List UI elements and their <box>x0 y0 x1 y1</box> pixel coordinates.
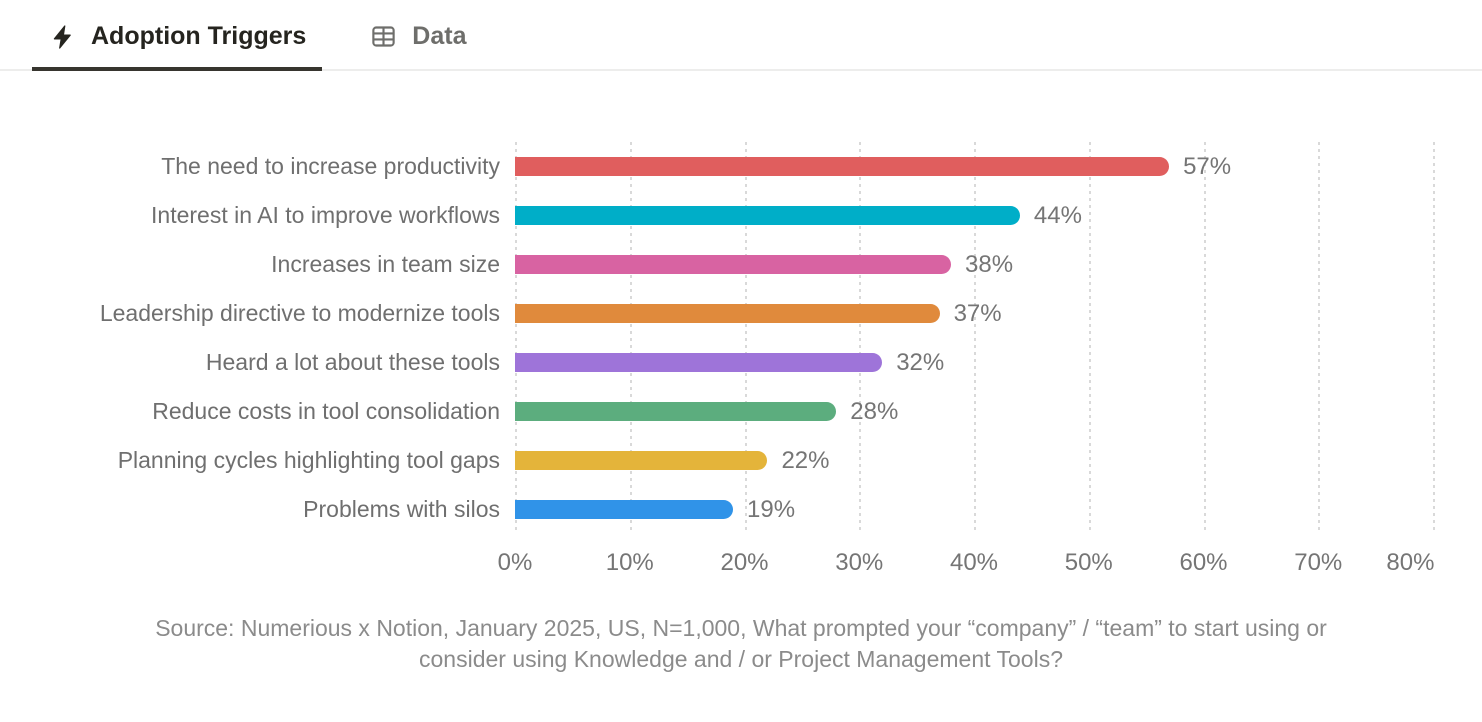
tab-label: Data <box>412 22 467 50</box>
gridline <box>744 142 747 534</box>
x-tick-label: 70% <box>1294 549 1343 576</box>
bar <box>515 304 940 323</box>
tab-bar: Adoption Triggers Data <box>0 0 1482 71</box>
table-icon <box>370 23 397 50</box>
gridline <box>629 142 632 534</box>
value-label: 37% <box>953 299 1002 327</box>
chart-row: Reduce costs in tool consolidation 28% <box>0 387 1482 436</box>
category-label: The need to increase productivity <box>161 153 500 179</box>
category-label: Reduce costs in tool consolidation <box>152 398 500 424</box>
gridline <box>1088 142 1091 534</box>
chart-row: Planning cycles highlighting tool gaps 2… <box>0 436 1482 485</box>
x-tick-label: 50% <box>1064 549 1113 576</box>
page: Adoption Triggers Data <box>0 0 1482 675</box>
chart-rows: The need to increase productivity 57% In… <box>0 142 1482 534</box>
gridline <box>974 142 976 534</box>
bar <box>515 255 952 274</box>
tab-adoption-triggers[interactable]: Adoption Triggers <box>32 0 323 71</box>
lightning-bolt-icon <box>50 24 76 50</box>
x-tick-label: 30% <box>835 549 884 576</box>
x-tick-label: 10% <box>605 549 654 576</box>
category-label: Heard a lot about these tools <box>205 349 500 375</box>
value-label: 57% <box>1183 152 1232 180</box>
gridline <box>1318 142 1321 534</box>
chart-row: The need to increase productivity 57% <box>0 142 1482 191</box>
gridline <box>859 142 862 534</box>
bar <box>515 500 734 519</box>
value-label: 22% <box>781 446 830 474</box>
x-tick-label: 40% <box>949 549 999 576</box>
x-tick-label: 80% <box>1386 549 1435 576</box>
category-label: Planning cycles highlighting tool gaps <box>117 447 500 473</box>
category-label: Leadership directive to modernize tools <box>99 300 500 326</box>
chart-row: Heard a lot about these tools 32% <box>0 338 1482 387</box>
x-tick-label: 20% <box>720 549 769 576</box>
source-line-2: consider using Knowledge and / or Projec… <box>419 646 1063 672</box>
category-label: Interest in AI to improve workflows <box>151 202 500 228</box>
bar <box>515 402 837 421</box>
bar <box>515 206 1020 225</box>
category-label: Increases in team size <box>271 251 500 277</box>
bar-chart: The need to increase productivity 57% In… <box>0 142 1482 579</box>
x-tick-label: 60% <box>1179 549 1228 576</box>
chart-row: Interest in AI to improve workflows 44% <box>0 191 1482 240</box>
source-line-1: Source: Numerious x Notion, January 2025… <box>155 615 1327 641</box>
x-axis: 0% 10% 20% 30% 40% 50% 60% 70% 80% <box>498 549 1435 579</box>
value-label: 28% <box>850 397 899 425</box>
chart-grid <box>515 142 1435 534</box>
bar <box>515 157 1170 176</box>
bar <box>515 353 883 372</box>
chart-row: Increases in team size 38% <box>0 240 1482 289</box>
category-label: Problems with silos <box>303 496 500 522</box>
gridline <box>1203 142 1206 534</box>
value-label: 19% <box>747 495 796 523</box>
gridline <box>515 142 517 534</box>
chart-row: Problems with silos 19% <box>0 485 1482 534</box>
value-label: 44% <box>1033 201 1082 229</box>
value-label: 32% <box>896 348 945 376</box>
chart-row: Leadership directive to modernize tools … <box>0 289 1482 338</box>
tab-data[interactable]: Data <box>352 0 482 71</box>
tab-label: Adoption Triggers <box>91 22 307 50</box>
gridline <box>1433 142 1435 534</box>
x-tick-label: 0% <box>497 549 533 576</box>
value-label: 38% <box>965 250 1014 278</box>
source-note: Source: Numerious x Notion, January 2025… <box>0 613 1482 675</box>
bar <box>515 451 768 470</box>
